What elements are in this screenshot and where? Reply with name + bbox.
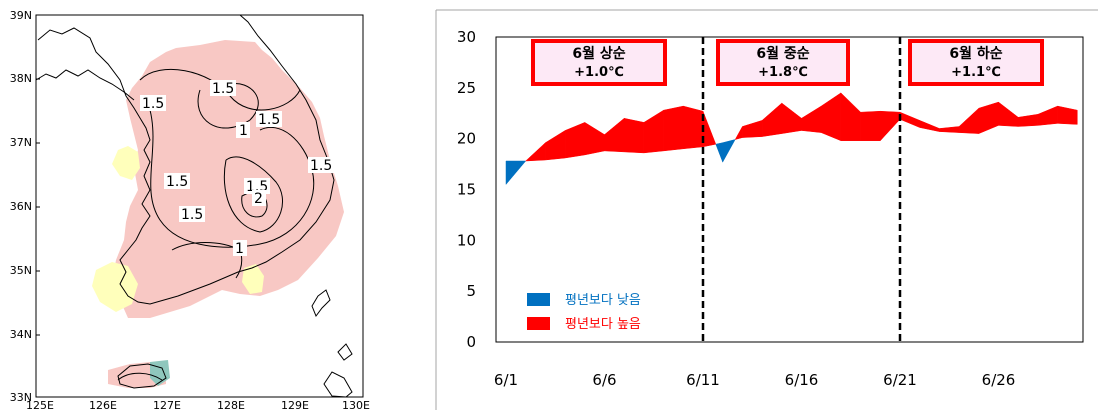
y-tick-label: 20: [457, 130, 476, 148]
y-tick-label: 30: [457, 28, 476, 46]
contour-label: 1.5: [212, 81, 234, 97]
period-box-mid: 6월 중순 +1.8℃: [716, 39, 850, 86]
x-tick-label: 6/11: [686, 371, 720, 389]
map-lat-ticks: 39N 38N 37N 36N 35N 34N 33N: [10, 9, 32, 404]
legend-swatch-below: [527, 293, 550, 306]
contour-label: 2: [254, 191, 263, 207]
period-box-title: 6월 하순: [949, 45, 1002, 62]
y-axis: 0 5 10 15 20 25 30: [457, 28, 476, 351]
map-coastline-east-islands: [323, 343, 353, 398]
map-shade-above: [112, 40, 344, 318]
period-box-title: 6월 상순: [572, 45, 625, 62]
map-contour-labels: 1.5 1.5 1 1.5 1.5 1.5 1.5 2 1.5 1: [140, 80, 334, 257]
contour-label-bg: [308, 157, 334, 173]
contour-label: 1: [235, 241, 244, 257]
lon-tick-label: 127E: [153, 399, 181, 410]
contour-line: [117, 372, 163, 381]
contour-line: [223, 156, 284, 233]
lon-tick-label: 126E: [89, 399, 117, 410]
contour-label: 1.5: [258, 112, 280, 128]
legend: 평년보다 낮음 평년보다 높음: [527, 293, 641, 332]
area-below-normal-segment: [722, 139, 736, 163]
contour-label-bg: [256, 111, 282, 127]
lon-tick-label: 130E: [342, 399, 370, 410]
period-box-value: +1.8℃: [758, 65, 808, 80]
daily-temperature-chart: 0 5 10 15 20 25 30 6/1 6/6 6/11 6/16 6/21 6/26 6월 상…: [435, 9, 1098, 410]
plot-area: [495, 36, 1084, 343]
lat-tick-label: 34N: [10, 328, 32, 341]
period-box-frame: [531, 39, 667, 86]
map-coastline-north: [35, 69, 135, 101]
period-box-early: 6월 상순 +1.0℃: [531, 39, 667, 86]
period-box-late: 6월 하순 +1.1℃: [908, 39, 1044, 86]
period-box-title: 6월 중순: [756, 45, 809, 62]
lat-tick-label: 33N: [10, 391, 32, 404]
period-box-frame: [716, 39, 850, 86]
map-shade-below-west: [112, 146, 140, 180]
area-above-normal-segment: [683, 105, 704, 150]
period-dividers: [701, 37, 902, 342]
area-below-normal-segment: [505, 160, 527, 186]
contour-label: 1.5: [166, 174, 188, 190]
x-tick-label: 6/1: [494, 371, 518, 389]
lon-tick-label: 125E: [26, 399, 54, 410]
x-axis: 6/1 6/6 6/11 6/16 6/21 6/26: [494, 371, 1015, 389]
lat-tick-label: 38N: [10, 72, 32, 85]
contour-label-bg: [252, 190, 266, 206]
map-coastline-island-jeju: [117, 363, 167, 389]
legend-swatch-above: [527, 317, 550, 330]
y-tick-label: 10: [457, 231, 476, 249]
temperature-anomaly-map: 1.5 1.5 1 1.5 1.5 1.5 1.5 2 1.5 1 39N 38…: [10, 9, 370, 410]
x-tick-label: 6/6: [592, 371, 616, 389]
legend-label-below: 평년보다 낮음: [565, 293, 641, 308]
area-above-normal-segment: [860, 110, 881, 141]
y-tick-label: 0: [466, 333, 476, 351]
x-tick-label: 6/21: [883, 371, 917, 389]
map-shade-below-southwest: [92, 262, 138, 312]
contour-line: [197, 83, 259, 129]
area-below-normal-layer: [505, 139, 736, 186]
lon-tick-label: 129E: [281, 399, 309, 410]
contour-label-bg: [210, 80, 236, 96]
area-above-normal-segment: [663, 105, 684, 152]
period-box-value: +1.1℃: [951, 65, 1001, 80]
contour-label: 1.5: [310, 158, 332, 174]
map-lat-tick-marks: [36, 78, 40, 336]
contour-label-bg: [179, 206, 205, 222]
map-coastline-mainland: [37, 14, 335, 305]
y-tick-label: 5: [466, 282, 476, 300]
contour-label-bg: [236, 122, 250, 138]
contour-label-bg: [164, 173, 190, 189]
map-contours: [117, 68, 315, 381]
map-coastline-island-ulleung: [311, 289, 331, 318]
x-tick-label: 6/26: [982, 371, 1016, 389]
period-box-value: +1.0℃: [574, 65, 624, 80]
contour-label: 1: [239, 123, 248, 139]
map-lon-ticks: 125E 126E 127E 128E 129E 130E: [26, 399, 370, 410]
area-above-normal-layer: [525, 92, 1078, 162]
lat-tick-label: 35N: [10, 264, 32, 277]
contour-label-bg: [140, 95, 166, 111]
lat-tick-label: 37N: [10, 136, 32, 149]
contour-label: 1.5: [142, 96, 164, 112]
contour-line: [149, 109, 315, 248]
y-tick-label: 25: [457, 79, 476, 97]
lat-tick-label: 36N: [10, 200, 32, 213]
y-tick-label: 15: [457, 181, 476, 199]
lon-tick-label: 128E: [217, 399, 245, 410]
period-box-frame: [908, 39, 1044, 86]
area-above-normal-segment: [623, 117, 645, 154]
legend-label-above: 평년보다 높음: [565, 317, 641, 332]
map-shade-below-south: [242, 264, 264, 294]
lat-tick-label: 39N: [10, 9, 32, 22]
contour-label: 1.5: [181, 207, 203, 223]
area-above-normal-segment: [1057, 105, 1078, 125]
contour-label-bg: [233, 240, 247, 256]
map-anomaly-shading: [92, 40, 344, 388]
x-tick-label: 6/16: [785, 371, 819, 389]
